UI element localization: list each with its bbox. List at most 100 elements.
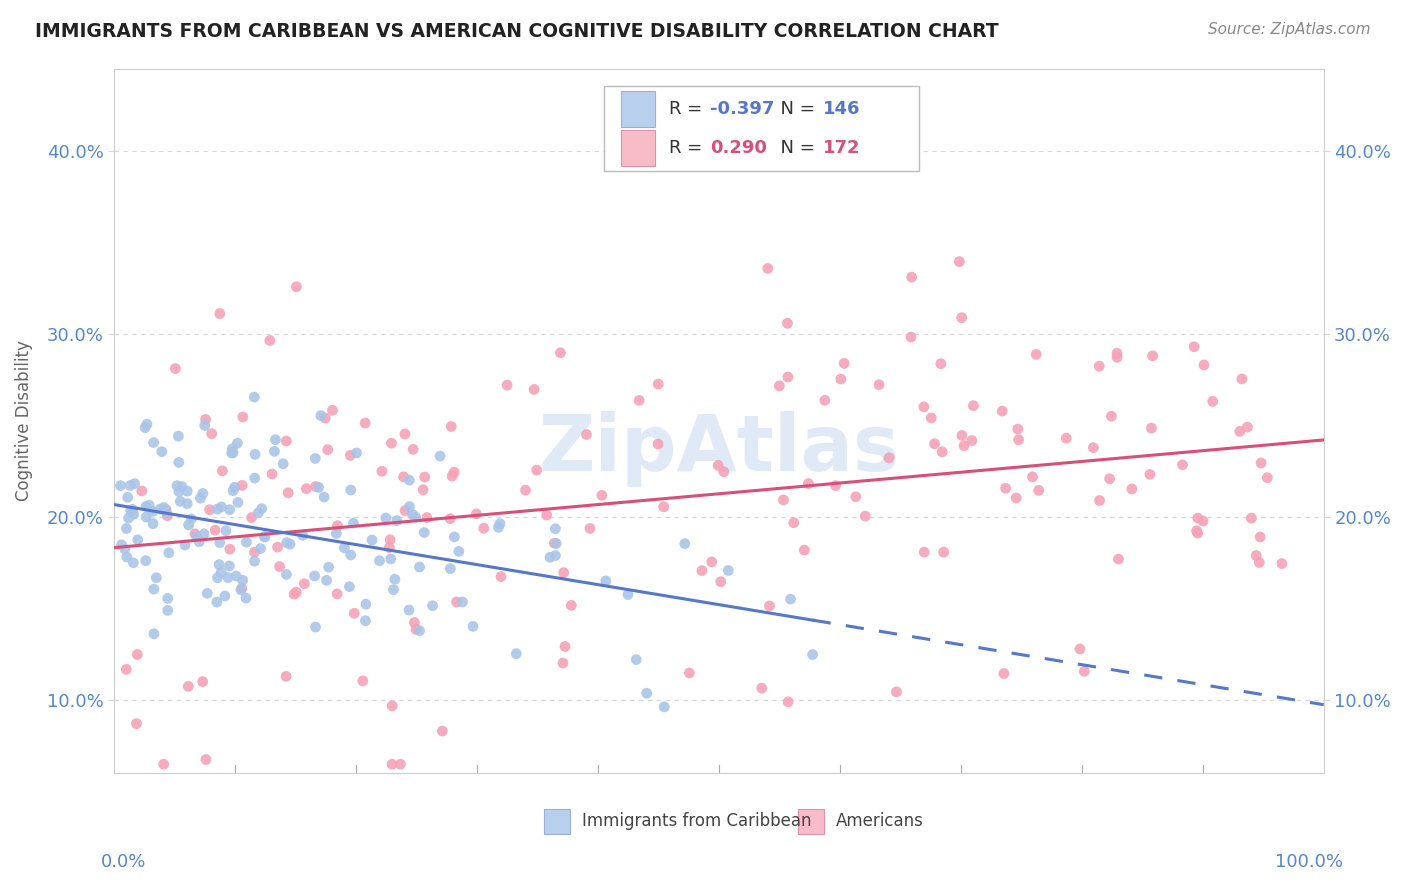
Point: [877, 450, 900, 465]
Point: [776, 316, 799, 330]
Point: [263, 444, 285, 458]
Point: [314, 490, 336, 504]
Point: [496, 378, 519, 392]
Point: [405, 623, 427, 637]
Point: [1192, 358, 1215, 372]
Point: [169, 494, 191, 508]
FancyBboxPatch shape: [621, 91, 655, 127]
Point: [308, 480, 330, 494]
Point: [339, 548, 361, 562]
Point: [352, 673, 374, 688]
Point: [232, 409, 254, 424]
Point: [120, 478, 142, 492]
Point: [461, 619, 484, 633]
Point: [797, 476, 820, 491]
Point: [1069, 642, 1091, 657]
Y-axis label: Cognitive Disability: Cognitive Disability: [15, 341, 32, 501]
Point: [515, 483, 537, 497]
Point: [717, 564, 740, 578]
Point: [472, 521, 495, 535]
Point: [900, 330, 922, 344]
Point: [207, 571, 229, 585]
Point: [110, 478, 132, 492]
Point: [177, 680, 200, 694]
Point: [115, 549, 138, 564]
Point: [1240, 511, 1263, 525]
Point: [560, 599, 582, 613]
Point: [536, 508, 558, 522]
Point: [157, 546, 180, 560]
Point: [1250, 456, 1272, 470]
Point: [222, 483, 245, 498]
Point: [929, 357, 952, 371]
Point: [416, 510, 439, 524]
Point: [231, 478, 253, 492]
Point: [1140, 421, 1163, 435]
Point: [404, 615, 426, 630]
Point: [152, 757, 174, 772]
Point: [240, 510, 263, 524]
Point: [385, 514, 408, 528]
Point: [801, 648, 824, 662]
Point: [184, 526, 207, 541]
Text: Americans: Americans: [837, 813, 924, 830]
Point: [285, 279, 308, 293]
Point: [316, 442, 339, 457]
Point: [1054, 431, 1077, 445]
Point: [127, 533, 149, 547]
Text: 172: 172: [823, 139, 860, 157]
Point: [142, 516, 165, 531]
Point: [900, 270, 922, 285]
Point: [1007, 422, 1029, 436]
Point: [225, 569, 247, 583]
Point: [156, 591, 179, 606]
Point: [1028, 483, 1050, 498]
Point: [832, 356, 855, 370]
Text: Source: ZipAtlas.com: Source: ZipAtlas.com: [1208, 22, 1371, 37]
Point: [678, 665, 700, 680]
Point: [489, 569, 512, 583]
Point: [380, 552, 402, 566]
Point: [413, 525, 436, 540]
Point: [526, 463, 548, 477]
Point: [339, 483, 361, 497]
Point: [960, 434, 983, 448]
Point: [1142, 349, 1164, 363]
Point: [1083, 441, 1105, 455]
Point: [342, 516, 364, 530]
Point: [229, 582, 252, 597]
Point: [1101, 409, 1123, 424]
Point: [932, 545, 955, 559]
Point: [277, 485, 299, 500]
Point: [339, 580, 361, 594]
Point: [439, 511, 461, 525]
Point: [304, 569, 326, 583]
Point: [208, 307, 231, 321]
Point: [1244, 549, 1267, 563]
Point: [122, 556, 145, 570]
Point: [830, 372, 852, 386]
Point: [194, 412, 217, 426]
Point: [274, 669, 297, 683]
Point: [617, 588, 640, 602]
Point: [304, 620, 326, 634]
Point: [135, 554, 157, 568]
Text: Immigrants from Caribbean: Immigrants from Caribbean: [582, 813, 811, 830]
Point: [394, 503, 416, 517]
Point: [551, 656, 574, 670]
Point: [122, 508, 145, 522]
Point: [912, 545, 935, 559]
Point: [156, 603, 179, 617]
Point: [868, 377, 890, 392]
Point: [167, 484, 190, 499]
Point: [211, 500, 233, 514]
Point: [231, 581, 253, 595]
Point: [361, 533, 384, 547]
Point: [451, 595, 474, 609]
Point: [432, 724, 454, 739]
Point: [523, 383, 546, 397]
Point: [217, 570, 239, 584]
Point: [276, 434, 298, 448]
Point: [550, 345, 572, 359]
Point: [1105, 346, 1128, 360]
